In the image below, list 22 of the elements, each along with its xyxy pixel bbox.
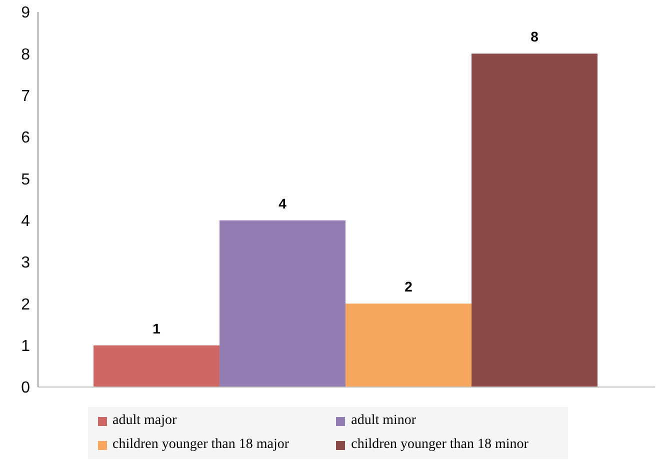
y-tick-label: 9 [21,4,30,22]
data-label: 1 [152,320,161,336]
bar [94,345,220,387]
bar [346,304,472,387]
legend-label: children younger than 18 major [112,437,290,453]
bar [220,220,346,387]
y-tick-label: 3 [21,254,30,272]
y-tick-label: 2 [21,296,30,314]
bar [472,54,598,387]
legend-label: adult major [112,413,177,429]
y-tick-label: 6 [21,130,30,147]
y-tick-label: 4 [21,213,30,230]
y-tick-label: 1 [21,338,30,356]
y-tick-label: 7 [21,88,30,106]
data-label: 2 [404,278,413,295]
data-label: 4 [278,195,287,212]
legend-label: children younger than 18 minor [351,437,528,453]
y-tick-label: 8 [21,46,30,64]
y-tick-label: 0 [21,380,30,397]
legend-label: adult minor [351,413,416,429]
y-tick-label: 5 [21,171,30,188]
data-label: 8 [530,28,539,45]
